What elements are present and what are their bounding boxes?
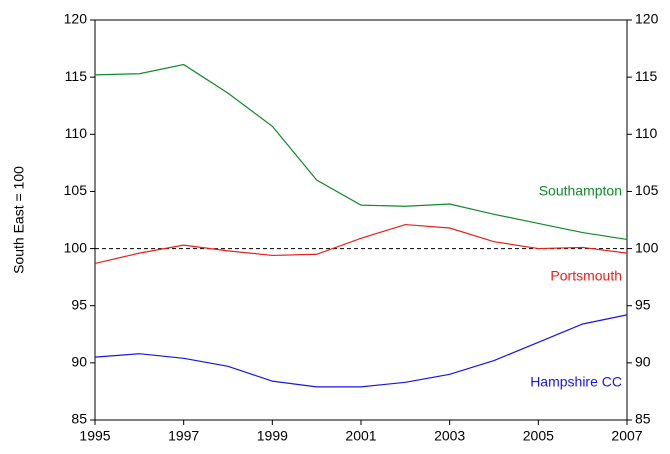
y2-tick-label: 105: [635, 182, 659, 198]
y-tick-label: 100: [64, 239, 88, 255]
y-tick-label: 105: [64, 182, 88, 198]
y-axis-label: South East = 100: [11, 166, 27, 274]
y2-tick-label: 100: [635, 239, 659, 255]
y2-tick-label: 120: [635, 11, 659, 27]
series-line: [94, 63, 628, 241]
x-tick-label: 1999: [257, 428, 288, 444]
series-label: Hampshire CC: [530, 374, 622, 390]
y2-tick-label: 115: [635, 68, 658, 84]
x-tick-label: 2007: [611, 428, 642, 444]
y2-tick-label: 110: [635, 125, 658, 141]
series-label: Southampton: [539, 183, 622, 199]
y2-tick-label: 85: [635, 411, 651, 427]
y-tick-label: 115: [65, 68, 88, 84]
y-tick-label: 95: [71, 296, 87, 312]
y-tick-label: 110: [65, 125, 88, 141]
y-tick-label: 90: [71, 354, 87, 370]
series-label: Portsmouth: [550, 268, 622, 284]
series-line: [94, 223, 628, 265]
y-tick-label: 120: [64, 11, 88, 27]
x-tick-label: 1995: [79, 428, 110, 444]
y2-tick-label: 90: [635, 354, 651, 370]
y2-tick-label: 95: [635, 296, 651, 312]
x-tick-label: 2005: [523, 428, 554, 444]
y-tick-label: 85: [71, 411, 87, 427]
x-tick-label: 2001: [345, 428, 376, 444]
series-line: [94, 314, 628, 388]
plot-frame: [94, 19, 628, 421]
x-tick-label: 1997: [168, 428, 199, 444]
x-tick-label: 2003: [434, 428, 465, 444]
